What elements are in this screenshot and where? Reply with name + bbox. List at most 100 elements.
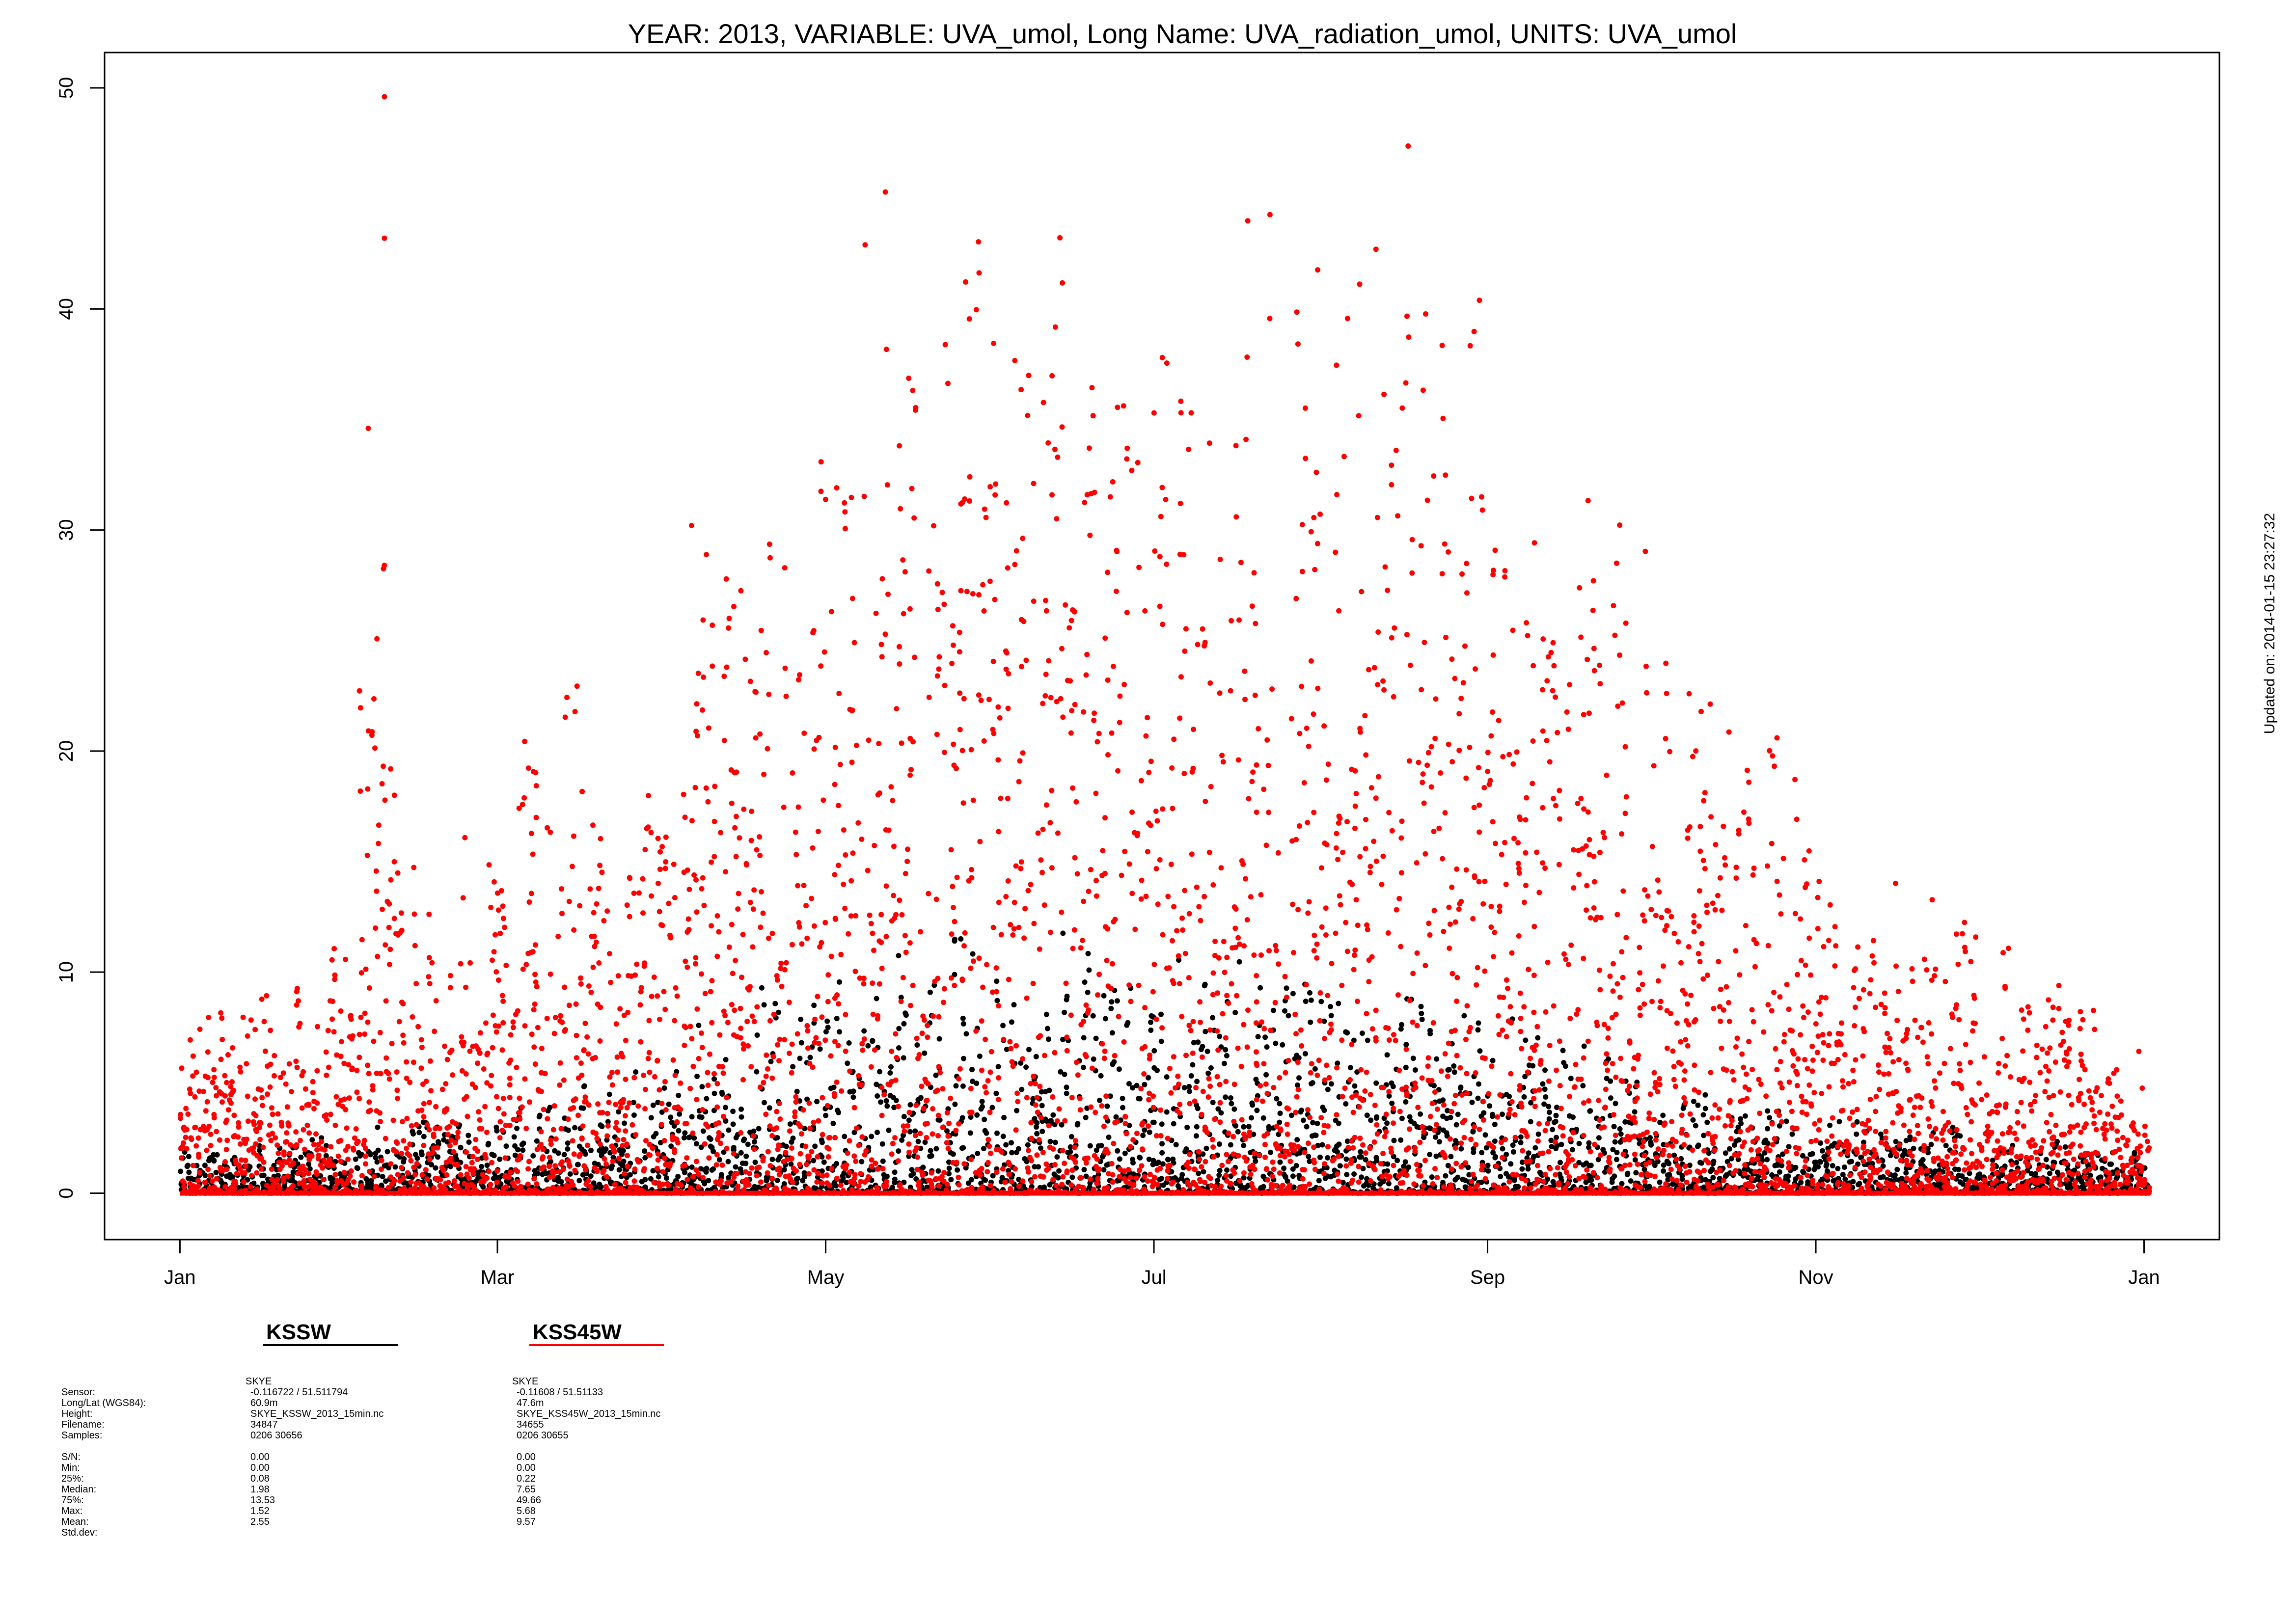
data-point-kssw xyxy=(1110,1061,1116,1067)
data-point-kssw xyxy=(1702,1092,1708,1098)
data-point-kssw xyxy=(1117,1156,1122,1162)
data-point-kss45w xyxy=(260,1103,266,1109)
data-point-kssw xyxy=(497,1156,503,1162)
data-point-kssw xyxy=(892,1180,898,1186)
data-point-kss45w xyxy=(560,1166,566,1172)
data-point-kss45w xyxy=(493,969,499,975)
data-point-kssw xyxy=(780,1142,786,1148)
data-point-kss45w xyxy=(646,1050,652,1056)
data-point-kssw xyxy=(261,1172,267,1178)
data-point-kssw xyxy=(704,1096,710,1102)
data-point-kss45w xyxy=(547,829,553,835)
data-point-kssw xyxy=(850,1094,856,1100)
data-point-kss45w xyxy=(286,1061,292,1067)
data-point-kss45w xyxy=(475,1148,481,1154)
data-point-kss45w xyxy=(267,1084,273,1090)
data-point-kssw xyxy=(1120,1095,1125,1101)
data-point-kss45w xyxy=(486,862,492,868)
data-point-kssw xyxy=(1410,1056,1416,1061)
data-point-kss45w xyxy=(408,1158,414,1164)
data-point-kssw xyxy=(1588,1163,1594,1168)
data-point-kssw xyxy=(367,1185,373,1191)
data-point-kssw xyxy=(1403,1099,1409,1105)
data-point-kssw xyxy=(1116,1066,1122,1072)
data-point-kssw xyxy=(1101,993,1107,999)
data-point-kssw xyxy=(1526,1150,1531,1156)
data-point-kssw xyxy=(433,1165,438,1171)
data-point-kss45w xyxy=(459,1039,465,1045)
data-point-kss45w xyxy=(508,1169,514,1175)
data-point-kss45w xyxy=(409,1123,414,1129)
data-point-kss45w xyxy=(444,1056,450,1062)
data-point-kss45w xyxy=(597,863,603,868)
data-point-kssw xyxy=(664,1175,669,1181)
data-point-kssw xyxy=(1280,1042,1285,1048)
data-point-kss45w xyxy=(374,636,380,642)
data-point-kss45w xyxy=(648,830,654,836)
data-point-kssw xyxy=(1596,1135,1602,1141)
data-point-kssw xyxy=(1067,1144,1073,1150)
data-point-kss45w xyxy=(533,979,539,985)
data-point-kss45w xyxy=(391,1178,397,1184)
data-point-kssw xyxy=(380,1174,385,1179)
data-point-kssw xyxy=(1039,1129,1045,1135)
data-point-kss45w xyxy=(353,1126,359,1132)
data-point-kss45w xyxy=(281,1159,287,1164)
data-point-kss45w xyxy=(572,709,578,714)
data-point-kssw xyxy=(1626,1119,1632,1125)
data-point-kss45w xyxy=(486,1168,492,1174)
data-point-kss45w xyxy=(236,1120,242,1126)
data-point-kss45w xyxy=(538,1141,544,1147)
data-point-kssw xyxy=(922,1050,928,1056)
data-point-kssw xyxy=(1470,1129,1476,1135)
data-point-kssw xyxy=(1241,1142,1247,1148)
data-point-kss45w xyxy=(334,1052,340,1058)
data-point-kssw xyxy=(341,1174,347,1180)
data-point-kss45w xyxy=(388,766,394,772)
data-point-kssw xyxy=(1726,1146,1732,1152)
data-point-kssw xyxy=(1148,1013,1154,1019)
data-point-kssw xyxy=(693,1141,699,1147)
data-point-kss45w xyxy=(590,964,596,970)
data-point-kssw xyxy=(953,1083,959,1089)
data-point-kss45w xyxy=(570,864,575,869)
data-point-kss45w xyxy=(498,888,504,893)
data-point-kss45w xyxy=(244,1137,249,1142)
data-point-kss45w xyxy=(383,998,389,1004)
data-point-kssw xyxy=(1281,1165,1287,1171)
data-point-kssw xyxy=(1453,1122,1459,1128)
data-point-kss45w xyxy=(376,840,381,846)
data-point-kss45w xyxy=(604,1110,610,1116)
data-point-kssw xyxy=(356,1150,361,1156)
data-point-kss45w xyxy=(296,998,301,1004)
data-point-kss45w xyxy=(244,1061,249,1067)
data-point-kssw xyxy=(1047,1182,1053,1188)
data-point-kss45w xyxy=(489,1073,494,1079)
data-point-kssw xyxy=(1264,1044,1270,1050)
data-point-kssw xyxy=(186,1154,191,1160)
data-point-kssw xyxy=(1085,989,1091,995)
data-point-kss45w xyxy=(517,1116,523,1122)
data-point-kssw xyxy=(1546,1104,1552,1110)
data-point-kss45w xyxy=(338,1008,344,1014)
data-point-kssw xyxy=(1815,1164,1821,1170)
data-point-kssw xyxy=(790,1136,796,1141)
data-point-kssw xyxy=(1093,1035,1099,1041)
data-point-kssw xyxy=(1310,1080,1315,1086)
data-point-kss45w xyxy=(642,847,648,853)
data-point-kssw xyxy=(1126,1081,1132,1086)
data-point-kss45w xyxy=(622,1171,628,1177)
data-point-kssw xyxy=(1738,1120,1744,1126)
data-point-kss45w xyxy=(210,1080,216,1085)
data-point-kssw xyxy=(1835,1165,1841,1171)
data-point-kssw xyxy=(1343,1101,1349,1107)
data-point-kss45w xyxy=(294,986,300,991)
data-point-kssw xyxy=(659,1109,665,1115)
data-point-kss45w xyxy=(259,996,265,1002)
data-point-kssw xyxy=(1652,1163,1658,1168)
data-point-kssw xyxy=(1528,1100,1534,1106)
data-point-kssw xyxy=(588,1147,594,1153)
data-point-kssw xyxy=(1506,1093,1512,1099)
data-point-kss45w xyxy=(512,1183,517,1189)
